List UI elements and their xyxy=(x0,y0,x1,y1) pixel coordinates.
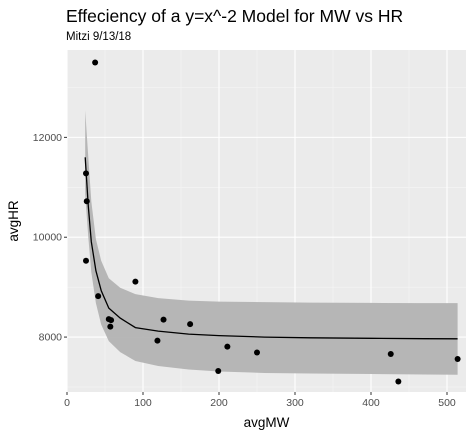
data-point xyxy=(160,316,167,323)
data-point xyxy=(454,356,461,363)
x-axis-ticks: 0 100 200 300 400 500 xyxy=(64,392,456,409)
x-tick-label: 500 xyxy=(438,397,456,409)
data-point xyxy=(215,368,222,375)
y-tick-label: 12000 xyxy=(33,132,62,144)
fit-line xyxy=(84,157,458,340)
data-point xyxy=(83,198,90,205)
x-tick-label: 300 xyxy=(286,397,304,409)
data-point xyxy=(187,321,194,328)
x-tick-label: 400 xyxy=(362,397,380,409)
y-tick-label: 8000 xyxy=(39,332,63,344)
data-point xyxy=(132,278,139,285)
data-point xyxy=(95,293,102,300)
x-tick-label: 100 xyxy=(134,397,152,409)
data-point xyxy=(224,343,231,350)
data-point xyxy=(108,317,115,324)
y-tick-label: 10000 xyxy=(33,232,62,244)
data-point xyxy=(83,170,89,177)
x-axis-title: avgMW xyxy=(244,415,290,430)
y-axis-ticks: 8000 10000 12000 xyxy=(33,132,67,344)
chart-title: Effeciency of a y=x^-2 Model for MW vs H… xyxy=(66,6,404,26)
y-axis-title: avgHR xyxy=(6,200,21,242)
x-tick-label: 0 xyxy=(64,397,70,409)
data-point xyxy=(107,323,114,330)
confidence-band xyxy=(85,110,458,375)
x-tick-label: 200 xyxy=(210,397,228,409)
data-point xyxy=(387,351,394,358)
data-point xyxy=(254,349,260,356)
data-point xyxy=(154,337,161,344)
data-point xyxy=(92,59,99,66)
data-point xyxy=(395,378,402,385)
data-point xyxy=(83,257,89,264)
data-points xyxy=(83,59,461,385)
chart-subtitle: Mitzi 9/13/18 xyxy=(66,31,132,43)
